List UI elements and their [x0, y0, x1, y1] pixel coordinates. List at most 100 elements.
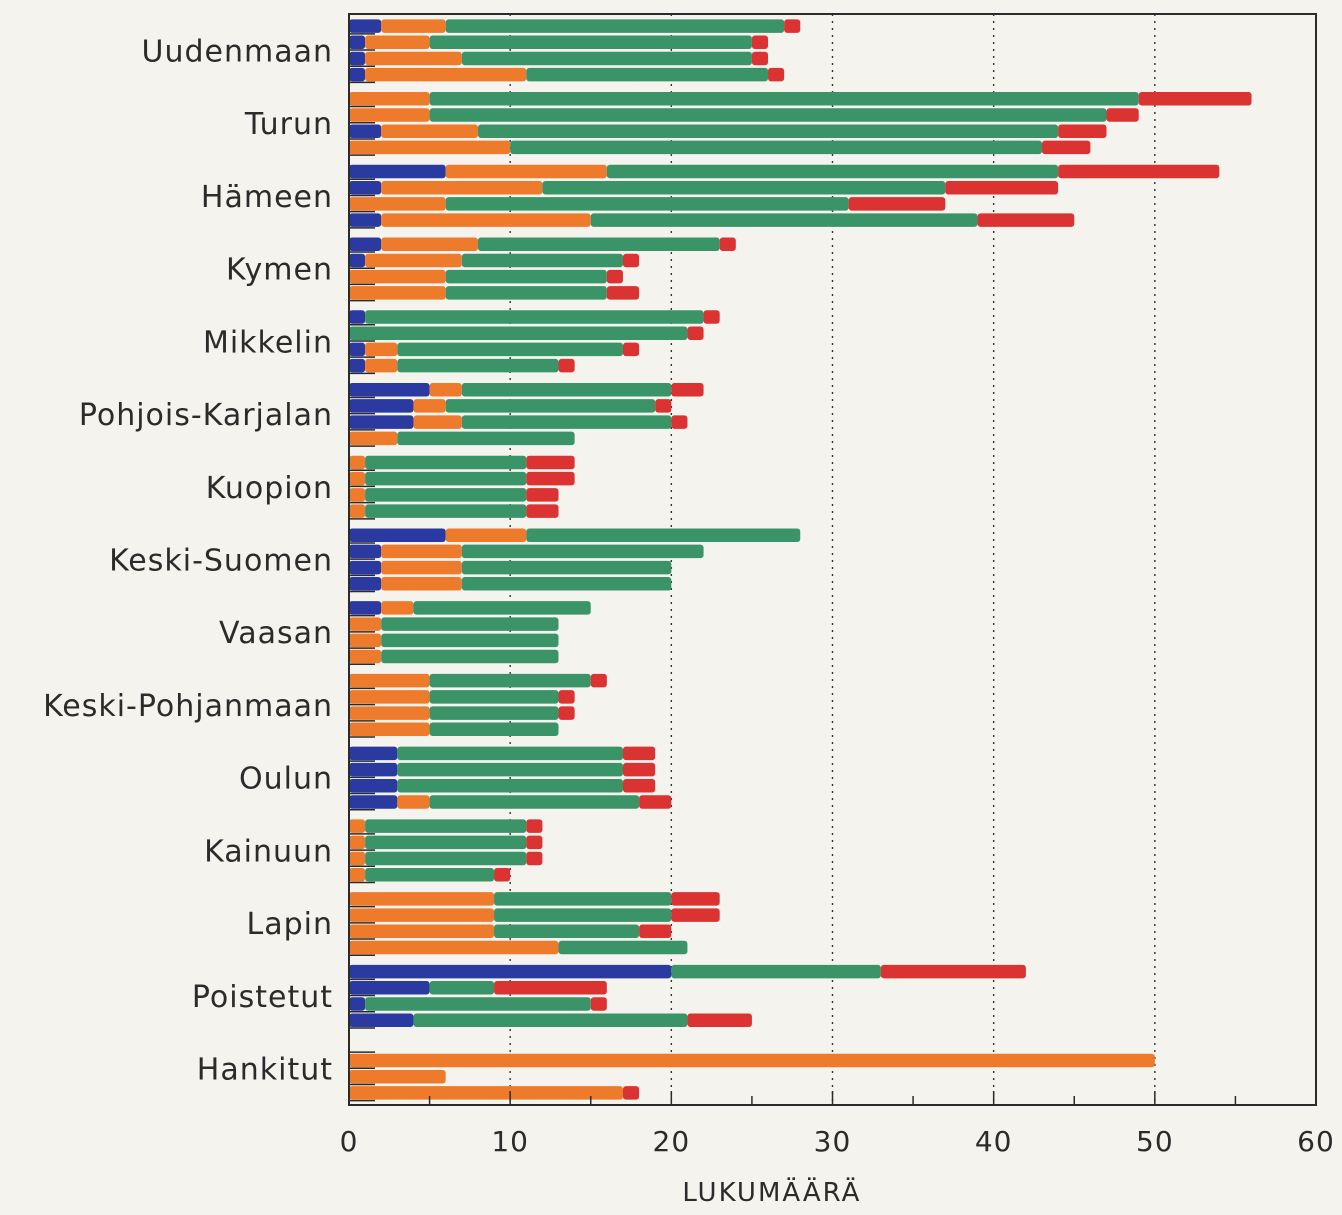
bar-segment-blue [349, 795, 398, 809]
bar-segment-red [526, 835, 543, 850]
bar-segment-green [461, 577, 672, 591]
bar-segment-green [461, 382, 672, 397]
category-label: Mikkelin [203, 325, 333, 360]
bar-segment-blue [349, 124, 382, 138]
bar-segment-red [671, 892, 720, 906]
bar-segment-green [397, 762, 623, 777]
bar-segment-green [381, 633, 559, 648]
bar-segment-orange [349, 673, 430, 688]
x-tick-label: 30 [814, 1125, 852, 1158]
bar-segment-orange [349, 1053, 1155, 1068]
bar-segment-red [622, 253, 640, 268]
bar-segment-red [494, 981, 607, 995]
bar-segment-blue [349, 746, 398, 761]
bar-segment-green [365, 867, 495, 882]
bar-segment-orange [349, 488, 366, 502]
bar-segment-red [719, 237, 736, 252]
bar-segment-green [590, 213, 978, 227]
category-group [349, 1051, 1155, 1102]
bar-segment-green [365, 504, 527, 518]
bar-segment-red [848, 197, 946, 211]
category-group [349, 528, 801, 593]
bar-segment-orange [349, 504, 366, 518]
bar-segment-red [526, 851, 543, 866]
bar-segment-orange [349, 892, 495, 906]
bar-segment-green [365, 471, 527, 486]
bar-segment-orange [365, 67, 527, 82]
category-group [349, 310, 720, 375]
category-label: Turun [244, 107, 333, 142]
bar-segment-green [429, 722, 559, 737]
bar-segment-red [1058, 164, 1220, 179]
bar-segment-orange [349, 269, 446, 284]
bar-segment-red [622, 1086, 640, 1100]
category-label: Kuopion [206, 471, 333, 506]
bar-segment-blue [349, 560, 382, 575]
x-tick-label: 0 [340, 1125, 359, 1158]
bar-segment-green [526, 67, 769, 82]
bar-segment-green [494, 924, 640, 939]
category-label: Lapin [247, 907, 334, 942]
bar-segment-blue [349, 577, 382, 591]
bar-segment-red [751, 35, 769, 50]
bar-segment-orange [365, 358, 398, 373]
x-axis-title: LUKUMÄÄRÄ [682, 1176, 861, 1208]
x-tick-label: 40 [975, 1125, 1013, 1158]
bar-segment-red [639, 924, 672, 939]
bar-segment-green [429, 673, 591, 688]
bar-segment-orange [381, 180, 543, 195]
category-group [349, 92, 1252, 156]
bar-segment-blue [349, 237, 382, 252]
bar-segment-green [445, 197, 849, 211]
bar-segment-green [365, 819, 527, 833]
bar-segment-red [977, 213, 1075, 227]
category-group [349, 164, 1220, 229]
bar-segment-green [671, 964, 881, 979]
bar-segment-orange [349, 108, 430, 122]
bar-segment-orange [381, 124, 478, 138]
bar-segment-red [671, 415, 688, 429]
bar-segment-red [622, 779, 656, 793]
bar-segment-orange [365, 253, 462, 268]
bar-segment-orange [381, 19, 446, 33]
bar-segment-green [606, 164, 1059, 179]
category-group [349, 964, 1026, 1029]
bar-segment-green [365, 310, 704, 324]
category-label: Vaasan [219, 616, 333, 651]
bar-segment-red [687, 1013, 752, 1027]
bar-segment-red [606, 269, 623, 284]
x-tick-labels: 0 10 20 30 40 50 60 [340, 1125, 1334, 1158]
bar-segment-orange [445, 528, 527, 542]
bar-segment-blue [349, 358, 366, 373]
bar-segment-green [461, 415, 672, 429]
bar-segment-orange [349, 722, 430, 737]
category-label: Kainuun [204, 834, 333, 869]
x-tick-label: 10 [491, 1125, 529, 1158]
bar-segment-orange [349, 92, 430, 106]
bar-segment-blue [349, 601, 382, 615]
category-label: Pohjois-Karjalan [79, 398, 333, 433]
category-label: Keski-Suomen [109, 544, 333, 579]
bar-segment-orange [349, 940, 559, 955]
bar-segment-blue [349, 382, 430, 397]
bar-segment-red [622, 342, 640, 357]
bar-segment-green [510, 140, 1043, 155]
category-group [349, 19, 801, 84]
category-label: Oulun [239, 762, 333, 797]
bar-segment-green [494, 892, 672, 906]
bar-segment-blue [349, 67, 366, 82]
bar-segment-red [671, 382, 704, 397]
bar-segment-orange [349, 455, 366, 470]
bar-segment-orange [349, 1069, 446, 1084]
bar-segment-green [397, 358, 559, 373]
bar-segment-red [1042, 140, 1091, 155]
bar-segment-blue [349, 19, 382, 33]
bar-segment-red [526, 819, 543, 833]
bar-segment-blue [349, 997, 366, 1011]
bar-segment-green [494, 908, 672, 922]
bar-segment-green [413, 1013, 688, 1027]
bar-segment-green [397, 431, 575, 446]
bar-segment-red [1138, 92, 1252, 106]
bar-segment-red [784, 19, 801, 33]
category-group [349, 746, 672, 811]
